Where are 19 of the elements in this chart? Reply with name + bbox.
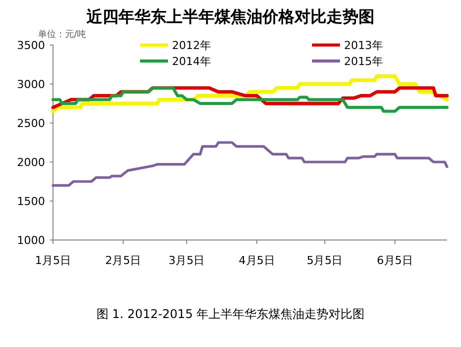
legend-label: 2013年 xyxy=(344,39,383,52)
y-axis-title: 单位：元/吨 xyxy=(38,29,86,40)
x-tick-label: 2月5日 xyxy=(105,254,142,267)
chart-title: 近四年华东上半年煤焦油价格对比走势图 xyxy=(86,7,374,26)
y-tick-label: 1500 xyxy=(17,195,45,208)
x-tick-label: 6月5日 xyxy=(376,254,413,267)
y-tick-label: 2500 xyxy=(17,117,45,130)
y-tick-label: 3000 xyxy=(17,78,45,91)
legend-label: 2014年 xyxy=(172,55,211,68)
caption: 图 1. 2012-2015 年上半年华东煤焦油走势对比图 xyxy=(96,307,365,321)
y-tick-label: 3500 xyxy=(17,39,45,52)
x-tick-label: 5月5日 xyxy=(306,254,343,267)
y-tick-label: 1000 xyxy=(17,234,45,247)
x-tick-label: 1月5日 xyxy=(35,254,71,267)
y-tick-label: 2000 xyxy=(17,156,45,169)
x-tick-label: 4月5日 xyxy=(238,254,275,267)
legend-label: 2015年 xyxy=(344,55,383,68)
legend-label: 2012年 xyxy=(172,39,211,52)
x-tick-label: 3月5日 xyxy=(168,254,205,267)
